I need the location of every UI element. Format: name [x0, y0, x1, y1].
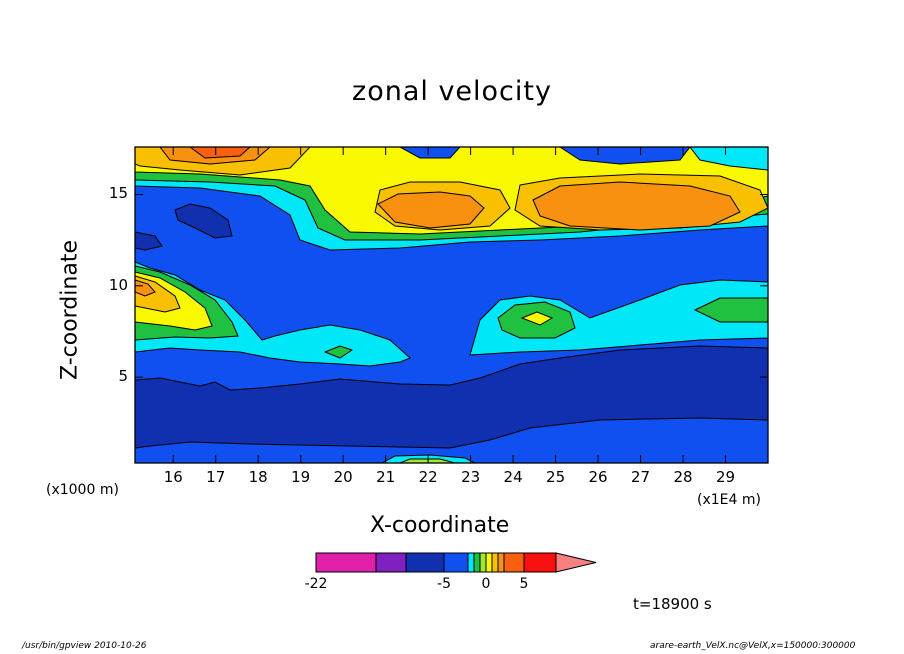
chart-title: zonal velocity: [352, 76, 552, 107]
footer-left: /usr/bin/gpview 2010-10-26: [22, 641, 147, 651]
contour-band-dark-blob-b: [135, 231, 163, 251]
y-unit-label: (x1000 m): [46, 482, 119, 498]
x-tick-label: 17: [206, 468, 226, 486]
x-tick-label: 28: [673, 468, 693, 486]
y-tick-label: 5: [118, 367, 128, 386]
x-tick-label: 18: [248, 468, 268, 486]
contour-band-bottom-patch-inner: [399, 458, 456, 463]
plot-frame: [134, 146, 769, 464]
y-tick-label: 10: [108, 275, 128, 294]
x-tick-label: 23: [461, 468, 481, 486]
footer-right: arare-earth_VelX.nc@VelX,x=150000:300000: [650, 641, 856, 651]
x-tick-label: 20: [333, 468, 353, 486]
colorbar-swatch: [485, 552, 493, 573]
contour-band-deep-core-22: [377, 191, 485, 229]
colorbar-label: 0: [481, 576, 491, 592]
x-tick-label: 16: [163, 468, 183, 486]
colorbar: [315, 552, 597, 573]
colorbar-swatch: [497, 552, 505, 573]
colorbar-swatch: [467, 552, 475, 573]
colorbar-swatch: [479, 552, 487, 573]
x-tick-label: 22: [418, 468, 438, 486]
y-axis-label: Z-coordinate: [57, 240, 83, 380]
contour-band-deep-core-26: [532, 181, 741, 231]
colorbar-overflow-arrow: [555, 552, 597, 573]
contour-band-top-dark-right2: [559, 147, 691, 165]
contour-band-core-left: [135, 279, 156, 297]
x-tick-label: 25: [546, 468, 566, 486]
x-tick-label: 24: [503, 468, 523, 486]
contour-band-dark-lower: [135, 345, 768, 449]
colorbar-swatch: [523, 552, 557, 573]
x-unit-label: (x1E4 m): [697, 492, 761, 508]
x-axis-label: X-coordinate: [370, 513, 510, 538]
colorbar-label: -5: [437, 576, 451, 592]
contour-band-green-right: [693, 297, 768, 323]
contour-band-top-dark-right: [399, 147, 461, 159]
colorbar-label: -22: [304, 576, 328, 592]
x-tick-label: 27: [631, 468, 651, 486]
contour-band-green-blob: [323, 345, 354, 359]
colorbar-swatch: [503, 552, 525, 573]
y-ticks: [135, 193, 768, 378]
x-tick-label: 19: [291, 468, 311, 486]
contour-band-cyan-left: [135, 261, 411, 367]
x-tick-label: 29: [715, 468, 736, 486]
contour-band-yellow-mid: [520, 311, 554, 326]
colorbar-swatch: [443, 552, 469, 573]
colorbar-swatch: [375, 552, 407, 573]
x-tick-label: 21: [376, 468, 396, 486]
colorbar-label: 5: [519, 576, 529, 592]
x-tick-label: 26: [588, 468, 608, 486]
contour-band-dark-blob-a: [174, 203, 233, 239]
colorbar-swatch: [491, 552, 499, 573]
contour-band-top-cyan-right: [689, 147, 768, 171]
y-tick-label: 15: [108, 184, 128, 203]
colorbar-swatch: [315, 552, 377, 573]
colorbar-swatch: [473, 552, 481, 573]
colorbar-swatch: [405, 552, 445, 573]
time-label: t=18900 s: [633, 595, 712, 613]
x-ticks: [172, 147, 727, 463]
contour-band-top-core-max: [189, 147, 251, 159]
